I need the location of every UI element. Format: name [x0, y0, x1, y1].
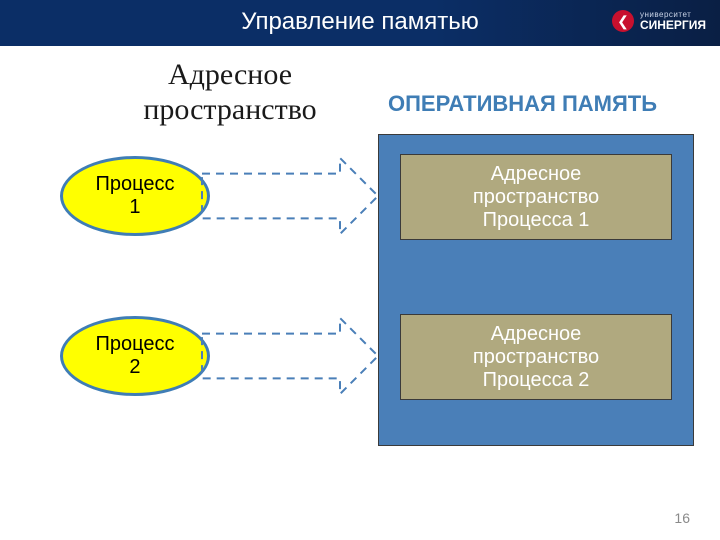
process-2-node: Процесс 2 — [60, 316, 210, 396]
logo-big-text: СИНЕРГИЯ — [640, 19, 706, 32]
arrow-2-icon — [200, 316, 380, 396]
logo-icon: ❮ — [612, 10, 634, 32]
subtitle: Адресное пространство — [120, 58, 340, 127]
subtitle-line2: пространство — [143, 93, 316, 126]
addr1-l1: Адресное — [491, 163, 582, 185]
process-1-label-l1: Процесс — [96, 173, 175, 195]
address-space-1: Адресное пространство Процесса 1 — [400, 154, 672, 240]
addr2-l3: Процесса 2 — [483, 369, 590, 391]
page-number: 16 — [674, 510, 690, 526]
process-1-node: Процесс 1 — [60, 156, 210, 236]
arrow-1-icon — [200, 156, 380, 236]
subtitle-line1: Адресное — [168, 58, 292, 91]
addr2-l1: Адресное — [491, 323, 582, 345]
addr1-l2: пространство — [473, 186, 599, 208]
process-2-label-l1: Процесс — [96, 333, 175, 355]
address-space-2: Адресное пространство Процесса 2 — [400, 314, 672, 400]
process-1-label-l2: 1 — [129, 196, 140, 218]
header-band: Управление памятью ❮ университет СИНЕРГИ… — [0, 0, 720, 46]
logo: ❮ университет СИНЕРГИЯ — [612, 10, 706, 32]
chevron-left-icon: ❮ — [617, 14, 629, 28]
ram-label: ОПЕРАТИВНАЯ ПАМЯТЬ — [388, 92, 657, 116]
logo-text: университет СИНЕРГИЯ — [640, 11, 706, 32]
addr1-l3: Процесса 1 — [483, 209, 590, 231]
process-2-label-l2: 2 — [129, 356, 140, 378]
addr2-l2: пространство — [473, 346, 599, 368]
